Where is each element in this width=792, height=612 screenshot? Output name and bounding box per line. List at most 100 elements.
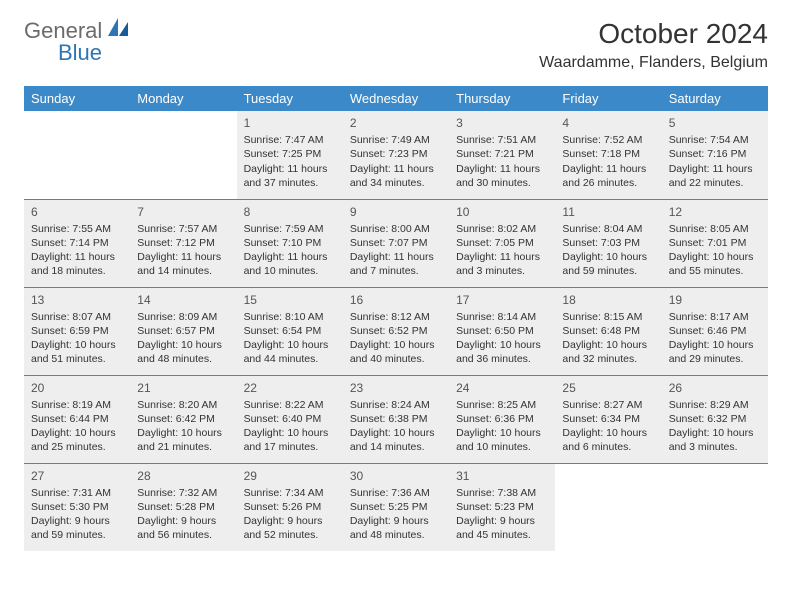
calendar-day-cell: 3Sunrise: 7:51 AMSunset: 7:21 PMDaylight…: [449, 111, 555, 199]
day-number: 4: [562, 115, 654, 131]
calendar-day-cell: 19Sunrise: 8:17 AMSunset: 6:46 PMDayligh…: [662, 287, 768, 375]
calendar-day-cell: 5Sunrise: 7:54 AMSunset: 7:16 PMDaylight…: [662, 111, 768, 199]
sunset-text: Sunset: 7:01 PM: [669, 236, 761, 250]
daylight-text: Daylight: 10 hours and 17 minutes.: [244, 426, 336, 454]
calendar-day-cell: [130, 111, 236, 199]
day-number: 10: [456, 204, 548, 220]
day-number: 15: [244, 292, 336, 308]
day-number: 18: [562, 292, 654, 308]
sunrise-text: Sunrise: 8:29 AM: [669, 398, 761, 412]
daylight-text: Daylight: 10 hours and 44 minutes.: [244, 338, 336, 366]
calendar-day-cell: [662, 463, 768, 551]
sunset-text: Sunset: 6:57 PM: [137, 324, 229, 338]
sunset-text: Sunset: 5:28 PM: [137, 500, 229, 514]
day-number: 24: [456, 380, 548, 396]
sunrise-text: Sunrise: 7:36 AM: [350, 486, 442, 500]
calendar-day-cell: 7Sunrise: 7:57 AMSunset: 7:12 PMDaylight…: [130, 199, 236, 287]
sunset-text: Sunset: 6:32 PM: [669, 412, 761, 426]
sunrise-text: Sunrise: 7:49 AM: [350, 133, 442, 147]
daylight-text: Daylight: 10 hours and 3 minutes.: [669, 426, 761, 454]
calendar-day-cell: 17Sunrise: 8:14 AMSunset: 6:50 PMDayligh…: [449, 287, 555, 375]
sunset-text: Sunset: 7:25 PM: [244, 147, 336, 161]
calendar-day-cell: 11Sunrise: 8:04 AMSunset: 7:03 PMDayligh…: [555, 199, 661, 287]
day-number: 5: [669, 115, 761, 131]
daylight-text: Daylight: 9 hours and 48 minutes.: [350, 514, 442, 542]
sunrise-text: Sunrise: 8:20 AM: [137, 398, 229, 412]
day-number: 2: [350, 115, 442, 131]
sunrise-text: Sunrise: 7:52 AM: [562, 133, 654, 147]
day-number: 31: [456, 468, 548, 484]
day-number: 12: [669, 204, 761, 220]
sunset-text: Sunset: 6:59 PM: [31, 324, 123, 338]
day-number: 19: [669, 292, 761, 308]
sunrise-text: Sunrise: 8:14 AM: [456, 310, 548, 324]
sunset-text: Sunset: 6:34 PM: [562, 412, 654, 426]
day-number: 14: [137, 292, 229, 308]
day-header: Thursday: [449, 86, 555, 111]
daylight-text: Daylight: 10 hours and 40 minutes.: [350, 338, 442, 366]
daylight-text: Daylight: 11 hours and 22 minutes.: [669, 162, 761, 190]
calendar-day-cell: 15Sunrise: 8:10 AMSunset: 6:54 PMDayligh…: [237, 287, 343, 375]
calendar-day-cell: 29Sunrise: 7:34 AMSunset: 5:26 PMDayligh…: [237, 463, 343, 551]
calendar-day-cell: 20Sunrise: 8:19 AMSunset: 6:44 PMDayligh…: [24, 375, 130, 463]
daylight-text: Daylight: 10 hours and 29 minutes.: [669, 338, 761, 366]
title-block: October 2024 Waardamme, Flanders, Belgiu…: [539, 18, 768, 72]
sunrise-text: Sunrise: 8:05 AM: [669, 222, 761, 236]
sunset-text: Sunset: 6:38 PM: [350, 412, 442, 426]
calendar-week-row: 13Sunrise: 8:07 AMSunset: 6:59 PMDayligh…: [24, 287, 768, 375]
calendar-day-cell: 9Sunrise: 8:00 AMSunset: 7:07 PMDaylight…: [343, 199, 449, 287]
daylight-text: Daylight: 11 hours and 14 minutes.: [137, 250, 229, 278]
day-header: Saturday: [662, 86, 768, 111]
day-number: 25: [562, 380, 654, 396]
sunrise-text: Sunrise: 8:04 AM: [562, 222, 654, 236]
sunrise-text: Sunrise: 8:12 AM: [350, 310, 442, 324]
sunset-text: Sunset: 7:21 PM: [456, 147, 548, 161]
sunset-text: Sunset: 7:12 PM: [137, 236, 229, 250]
sunset-text: Sunset: 7:14 PM: [31, 236, 123, 250]
sunset-text: Sunset: 7:05 PM: [456, 236, 548, 250]
calendar-day-cell: 30Sunrise: 7:36 AMSunset: 5:25 PMDayligh…: [343, 463, 449, 551]
sunrise-text: Sunrise: 8:22 AM: [244, 398, 336, 412]
daylight-text: Daylight: 11 hours and 30 minutes.: [456, 162, 548, 190]
day-number: 6: [31, 204, 123, 220]
sunset-text: Sunset: 6:44 PM: [31, 412, 123, 426]
day-number: 21: [137, 380, 229, 396]
daylight-text: Daylight: 10 hours and 36 minutes.: [456, 338, 548, 366]
sunset-text: Sunset: 5:26 PM: [244, 500, 336, 514]
sunset-text: Sunset: 6:50 PM: [456, 324, 548, 338]
daylight-text: Daylight: 9 hours and 52 minutes.: [244, 514, 336, 542]
calendar-day-cell: 27Sunrise: 7:31 AMSunset: 5:30 PMDayligh…: [24, 463, 130, 551]
daylight-text: Daylight: 10 hours and 21 minutes.: [137, 426, 229, 454]
calendar-day-cell: 2 Sunrise: 7:49 AMSunset: 7:23 PMDaylight…: [343, 111, 449, 199]
sunset-text: Sunset: 5:25 PM: [350, 500, 442, 514]
header: General Blue October 2024 Waardamme, Fla…: [24, 18, 768, 72]
sunrise-text: Sunrise: 8:27 AM: [562, 398, 654, 412]
day-number: 23: [350, 380, 442, 396]
daylight-text: Daylight: 10 hours and 59 minutes.: [562, 250, 654, 278]
daylight-text: Daylight: 11 hours and 37 minutes.: [244, 162, 336, 190]
sunrise-text: Sunrise: 7:57 AM: [137, 222, 229, 236]
sunrise-text: Sunrise: 7:51 AM: [456, 133, 548, 147]
sunset-text: Sunset: 6:42 PM: [137, 412, 229, 426]
logo: General Blue: [24, 18, 130, 44]
day-number: 20: [31, 380, 123, 396]
daylight-text: Daylight: 9 hours and 59 minutes.: [31, 514, 123, 542]
day-number: 29: [244, 468, 336, 484]
sunset-text: Sunset: 5:23 PM: [456, 500, 548, 514]
day-number: 16: [350, 292, 442, 308]
calendar-day-cell: 28Sunrise: 7:32 AMSunset: 5:28 PMDayligh…: [130, 463, 236, 551]
sunrise-text: Sunrise: 8:25 AM: [456, 398, 548, 412]
sunset-text: Sunset: 6:46 PM: [669, 324, 761, 338]
day-header: Monday: [130, 86, 236, 111]
daylight-text: Daylight: 10 hours and 48 minutes.: [137, 338, 229, 366]
calendar-day-cell: 8Sunrise: 7:59 AMSunset: 7:10 PMDaylight…: [237, 199, 343, 287]
sunrise-text: Sunrise: 8:15 AM: [562, 310, 654, 324]
sunset-text: Sunset: 6:52 PM: [350, 324, 442, 338]
sunrise-text: Sunrise: 7:54 AM: [669, 133, 761, 147]
daylight-text: Daylight: 9 hours and 45 minutes.: [456, 514, 548, 542]
daylight-text: Daylight: 11 hours and 3 minutes.: [456, 250, 548, 278]
calendar-day-cell: 1Sunrise: 7:47 AMSunset: 7:25 PMDaylight…: [237, 111, 343, 199]
daylight-text: Daylight: 11 hours and 34 minutes.: [350, 162, 442, 190]
day-number: 8: [244, 204, 336, 220]
sunset-text: Sunset: 7:23 PM: [350, 147, 442, 161]
